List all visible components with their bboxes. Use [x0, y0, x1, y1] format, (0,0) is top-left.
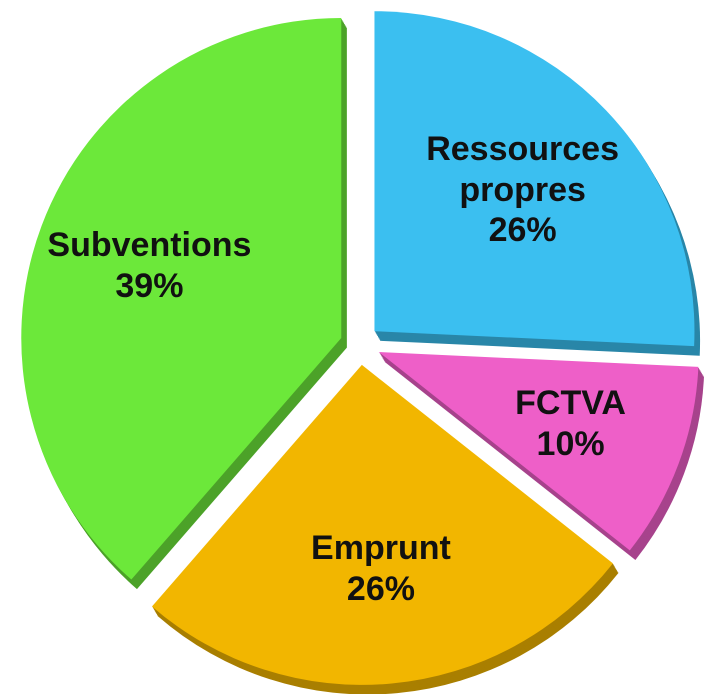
slice	[374, 11, 695, 347]
slice-value: 26%	[488, 211, 557, 250]
slice	[21, 17, 342, 580]
slice-label: Subventions 39%	[29, 225, 269, 307]
slice-category: Subventions	[47, 226, 252, 265]
slice-category: Emprunt	[311, 529, 451, 568]
slice	[151, 364, 613, 685]
slice-label: FCTVA 10%	[451, 383, 691, 465]
slice-category: FCTVA	[515, 383, 626, 422]
slice-value: 10%	[536, 424, 605, 463]
slice	[378, 352, 699, 551]
slice-label: Ressources propres 26%	[403, 129, 643, 251]
slice-category: Ressources propres	[426, 129, 619, 209]
slice-value: 26%	[346, 569, 415, 608]
slice-label: Emprunt 26%	[261, 528, 501, 610]
slice-value: 39%	[115, 267, 184, 306]
